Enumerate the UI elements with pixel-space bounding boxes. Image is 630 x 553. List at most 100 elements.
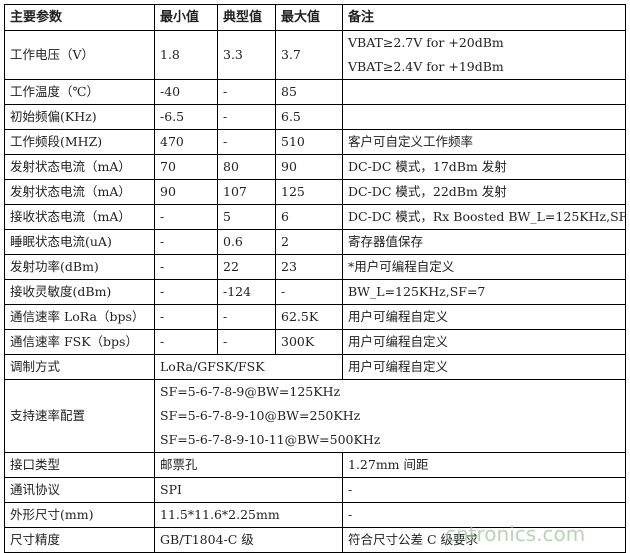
note-cell: 寄存器值保存: [342, 229, 626, 255]
param-cell: 通信速率 LoRa（bps）: [4, 304, 155, 330]
note-cell: 符合尺寸公差 C 级要求: [342, 527, 626, 553]
max-cell: 85: [275, 79, 343, 105]
max-cell: 90: [275, 154, 343, 180]
max-cell: 2: [275, 229, 343, 255]
note-cell: [342, 79, 626, 105]
note-cell: [342, 104, 626, 130]
typ-cell: -: [217, 79, 276, 105]
header-typ: 典型值: [217, 4, 276, 31]
min-cell: -40: [154, 79, 218, 105]
cell-line: 客户可自定义工作频率: [348, 134, 474, 149]
max-cell: 510: [275, 129, 343, 155]
param-cell: 通信速率 FSK（bps）: [4, 329, 155, 355]
cell-line: DC-DC 模式，22dBm 发射: [348, 184, 507, 199]
header-row: 主要参数 最小值 典型值 最大值 备注: [4, 4, 626, 31]
min-cell: 1.8: [154, 30, 218, 80]
note-cell: DC-DC 模式，22dBm 发射: [342, 179, 626, 205]
value-cell: 邮票孔: [154, 452, 343, 478]
min-cell: 90: [154, 179, 218, 205]
min-cell: -6.5: [154, 104, 218, 130]
table-row: 工作电压（V） 1.8 3.3 3.7 VBAT≥2.7V for +20dBm VBAT…: [4, 30, 626, 80]
note-cell: 用户可编程自定义: [342, 329, 626, 355]
note-cell: DC-DC 模式，17dBm 发射: [342, 154, 626, 180]
cell-line: 用户可编程自定义: [348, 309, 449, 324]
typ-cell: -: [217, 304, 276, 330]
table-row: 接口类型 邮票孔 1.27mm 间距: [4, 452, 626, 478]
param-cell: 通讯协议: [4, 477, 155, 503]
typ-cell: -: [217, 329, 276, 355]
table-row: 接收状态电流（mA） -5 6 DC-DC 模式，Rx Boosted BW_L=12…: [4, 204, 626, 230]
min-cell: 470: [154, 129, 218, 155]
cell-line: LoRa/GFSK/FSK: [160, 359, 265, 374]
max-cell: -: [275, 279, 343, 305]
cell-line: VBAT≥2.7V for +20dBm: [348, 35, 504, 50]
min-cell: -: [154, 329, 218, 355]
typ-cell: 107: [217, 179, 276, 205]
max-cell: 3.7: [275, 30, 343, 80]
watermark: cntronics.com: [445, 522, 586, 546]
typ-cell: 0.6: [217, 229, 276, 255]
param-cell: 外形尺寸(mm): [4, 502, 155, 528]
table-row: 工作温度（℃） -40-85: [4, 79, 626, 105]
typ-cell: 5: [217, 204, 276, 230]
min-cell: -: [154, 254, 218, 280]
param-cell: 初始频偏(KHz): [4, 104, 155, 130]
table-row: 初始频偏(KHz) -6.5-6.5: [4, 104, 626, 130]
typ-cell: 80: [217, 154, 276, 180]
cell-line: SF=5-6-7-8-9-10-11@BW=500KHz: [160, 432, 381, 447]
table-row: 接收灵敏度(dBm) - -124- BW_L=125KHz,SF=7: [4, 279, 626, 305]
value-cell: LoRa/GFSK/FSK: [154, 354, 343, 380]
cell-line: SF=5-6-7-8-9@BW=125KHz: [160, 384, 341, 399]
note-cell: -: [342, 477, 626, 503]
cell-line: VBAT≥2.4V for +19dBm: [348, 59, 504, 74]
table-row: 工作频段(MHZ) 470-510 客户可自定义工作频率: [4, 129, 626, 155]
table-row: 调制方式 LoRa/GFSK/FSK 用户可编程自定义: [4, 354, 626, 380]
max-cell: 300K: [275, 329, 343, 355]
header-param: 主要参数: [4, 4, 155, 31]
value-cell: SF=5-6-7-8-9@BW=125KHz SF=5-6-7-8-9-10@BW…: [154, 379, 626, 453]
param-cell: 发射状态电流（mA）: [4, 179, 155, 205]
typ-cell: 3.3: [217, 30, 276, 80]
table-row: 发射功率(dBm) -22 23 *用户可编程自定义: [4, 254, 626, 280]
max-cell: 62.5K: [275, 304, 343, 330]
typ-cell: -: [217, 129, 276, 155]
value-cell: GB/T1804-C 级: [154, 527, 343, 553]
param-cell: 接收状态电流（mA）: [4, 204, 155, 230]
header-max: 最大值: [275, 4, 343, 31]
table-row: 尺寸精度 GB/T1804-C 级 符合尺寸公差 C 级要求: [4, 527, 626, 553]
note-cell: *用户可编程自定义: [342, 254, 626, 280]
min-cell: -: [154, 204, 218, 230]
cell-line: BW_L=125KHz,SF=7: [348, 284, 486, 299]
max-cell: 6: [275, 204, 343, 230]
param-cell: 工作频段(MHZ): [4, 129, 155, 155]
table-row: 通信速率 LoRa（bps） - -62.5K 用户可编程自定义: [4, 304, 626, 330]
param-cell: 工作温度（℃）: [4, 79, 155, 105]
table-row: 通信速率 FSK（bps） - -300K 用户可编程自定义: [4, 329, 626, 355]
note-cell: 客户可自定义工作频率: [342, 129, 626, 155]
header-note: 备注: [342, 4, 626, 31]
cell-line: 寄存器值保存: [348, 234, 424, 249]
table-row: 睡眠状态电流(uA) -0.6 2 寄存器值保存: [4, 229, 626, 255]
param-cell: 发射功率(dBm): [4, 254, 155, 280]
cell-line: SPI: [160, 482, 182, 497]
cell-line: GB/T1804-C 级: [160, 532, 254, 547]
note-cell: 用户可编程自定义: [342, 354, 626, 380]
typ-cell: -124: [217, 279, 276, 305]
cell-line: SF=5-6-7-8-9-10@BW=250KHz: [160, 408, 361, 423]
table-row: 支持速率配置 SF=5-6-7-8-9@BW=125KHz SF=5-6-7-8-9…: [4, 379, 626, 453]
table-row: 通讯协议 SPI -: [4, 477, 626, 503]
cell-line: 邮票孔: [160, 457, 198, 472]
param-cell: 支持速率配置: [4, 379, 155, 453]
min-cell: -: [154, 279, 218, 305]
max-cell: 125: [275, 179, 343, 205]
min-cell: 70: [154, 154, 218, 180]
param-cell: 工作电压（V）: [4, 30, 155, 80]
note-cell: VBAT≥2.7V for +20dBm VBAT≥2.4V for +19dBm: [342, 30, 626, 80]
min-cell: -: [154, 304, 218, 330]
cell-line: DC-DC 模式，Rx Boosted BW_L=125KHz,SF: [348, 209, 626, 224]
spec-table: 主要参数 最小值 典型值 最大值 备注 工作电压（V） 1.8 3.3 3.7 VBAT≥2.7V…: [4, 4, 626, 553]
typ-cell: 22: [217, 254, 276, 280]
typ-cell: -: [217, 104, 276, 130]
max-cell: 6.5: [275, 104, 343, 130]
table-row: 发射状态电流（mA） 70 80 90 DC-DC 模式，17dBm 发射: [4, 154, 626, 180]
